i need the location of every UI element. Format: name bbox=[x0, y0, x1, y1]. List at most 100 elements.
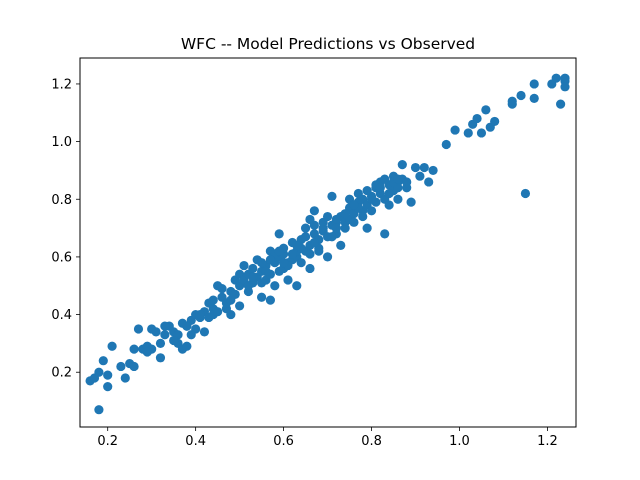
data-point bbox=[463, 128, 473, 138]
data-point bbox=[384, 188, 394, 199]
data-point bbox=[94, 367, 104, 377]
x-tick-label: 0.4 bbox=[185, 434, 206, 449]
data-point bbox=[270, 281, 280, 291]
y-tick-label: 0.6 bbox=[51, 250, 72, 265]
data-point bbox=[384, 200, 394, 210]
data-point bbox=[340, 223, 350, 233]
data-point bbox=[300, 223, 311, 233]
data-point bbox=[243, 281, 254, 291]
data-point bbox=[182, 321, 192, 331]
data-point bbox=[103, 370, 113, 380]
data-point bbox=[305, 263, 315, 274]
data-point bbox=[393, 194, 403, 204]
data-point bbox=[472, 113, 482, 124]
plot-frame bbox=[79, 57, 577, 428]
data-point bbox=[340, 209, 350, 219]
data-point bbox=[151, 327, 161, 337]
data-point bbox=[248, 263, 258, 274]
data-point bbox=[204, 312, 214, 323]
data-point bbox=[155, 353, 166, 363]
points-layer bbox=[85, 73, 570, 415]
data-point bbox=[265, 255, 275, 265]
data-point bbox=[560, 73, 570, 83]
data-point bbox=[419, 162, 429, 173]
data-point bbox=[208, 295, 218, 305]
data-point bbox=[103, 382, 113, 392]
data-point bbox=[358, 211, 368, 222]
data-point bbox=[257, 292, 267, 302]
data-point bbox=[314, 246, 324, 256]
data-point bbox=[278, 258, 289, 268]
data-point bbox=[94, 405, 104, 415]
data-point bbox=[380, 174, 390, 184]
x-tick-label: 1.2 bbox=[537, 434, 558, 449]
data-point bbox=[226, 309, 236, 320]
data-point bbox=[428, 165, 438, 176]
x-axis-ticks: 0.2 0.4 0.6 0.8 1.0 1.2 bbox=[97, 427, 558, 449]
data-point bbox=[296, 258, 306, 268]
data-point bbox=[349, 217, 359, 227]
data-point bbox=[366, 206, 377, 216]
data-point bbox=[120, 373, 130, 383]
data-point bbox=[415, 171, 425, 181]
data-point bbox=[155, 338, 166, 348]
data-point bbox=[529, 93, 539, 103]
data-point bbox=[410, 162, 421, 173]
data-point bbox=[116, 361, 126, 372]
data-point bbox=[261, 266, 271, 276]
data-point bbox=[292, 240, 302, 250]
data-point bbox=[331, 214, 341, 225]
x-tick-label: 0.6 bbox=[273, 434, 294, 449]
x-tick-label: 0.8 bbox=[361, 434, 382, 449]
data-point bbox=[327, 232, 337, 242]
x-tick-label: 0.2 bbox=[97, 434, 118, 449]
y-tick-label: 0.4 bbox=[51, 308, 72, 323]
data-point bbox=[309, 206, 319, 216]
data-point bbox=[349, 200, 359, 210]
data-point bbox=[287, 249, 297, 259]
data-point bbox=[397, 160, 407, 170]
data-point bbox=[556, 99, 566, 109]
data-point bbox=[322, 211, 333, 222]
data-point bbox=[129, 344, 139, 354]
data-point bbox=[239, 260, 249, 271]
data-point bbox=[529, 79, 539, 89]
data-point bbox=[160, 321, 170, 331]
data-point bbox=[327, 191, 337, 201]
data-point bbox=[336, 240, 346, 250]
data-point bbox=[393, 174, 403, 184]
data-point bbox=[199, 327, 210, 337]
data-point bbox=[292, 281, 302, 291]
data-point bbox=[107, 341, 117, 351]
data-point bbox=[380, 229, 390, 239]
data-point bbox=[331, 223, 341, 233]
data-point bbox=[551, 73, 561, 83]
data-point bbox=[318, 223, 328, 233]
data-point bbox=[182, 341, 192, 351]
data-point bbox=[283, 275, 293, 285]
data-point bbox=[520, 188, 531, 199]
data-point bbox=[230, 289, 240, 299]
data-point bbox=[235, 301, 245, 311]
x-tick-label: 1.0 bbox=[449, 434, 470, 449]
data-point bbox=[142, 347, 152, 357]
data-point bbox=[186, 330, 196, 340]
data-point bbox=[516, 90, 526, 101]
data-point bbox=[322, 252, 333, 262]
data-point bbox=[274, 229, 284, 239]
chart-title: WFC -- Model Predictions vs Observed bbox=[181, 35, 475, 53]
data-point bbox=[481, 105, 491, 115]
data-point bbox=[248, 272, 258, 282]
data-point bbox=[406, 197, 416, 207]
data-point bbox=[265, 295, 275, 305]
data-point bbox=[450, 125, 460, 135]
data-point bbox=[507, 96, 517, 106]
data-point bbox=[305, 249, 315, 259]
data-point bbox=[490, 116, 500, 127]
data-point bbox=[133, 324, 144, 334]
data-point bbox=[362, 186, 372, 196]
data-point bbox=[375, 183, 385, 193]
data-point bbox=[213, 307, 223, 317]
